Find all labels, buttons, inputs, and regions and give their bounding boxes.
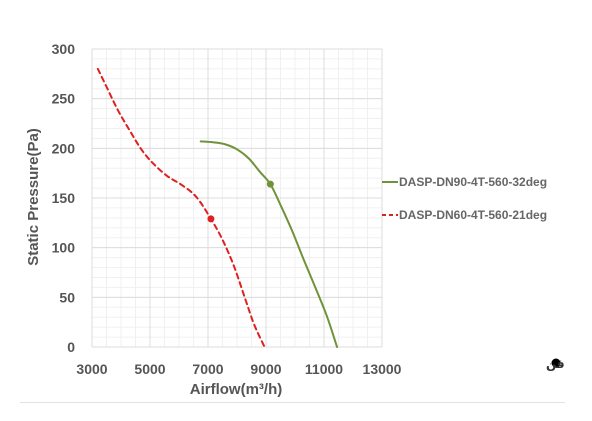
x-axis-title: Airflow(m³/h) [190, 381, 282, 398]
x-tick-label: 11000 [305, 361, 343, 377]
chart-frame: 3000 5000 7000 9000 11000 13000 0 50 100 150 200 25… [20, 10, 565, 403]
y-tick-label: 150 [52, 190, 76, 206]
y-tick-label: 50 [59, 289, 75, 305]
legend-item-series-2: DASP-DN60-4T-560-21deg [382, 208, 547, 222]
x-tick-label: 5000 [134, 361, 165, 377]
optimal-point-marker-1 [266, 180, 274, 188]
optimal-point-note-text: نقطه عملکرد بهینه فن [546, 357, 565, 371]
x-tick-label: 9000 [250, 361, 281, 377]
y-tick-label: 100 [52, 240, 76, 256]
legend-label-series-1: DASP-DN90-4T-560-32deg [399, 175, 547, 189]
y-tick-label: 200 [52, 140, 76, 156]
series-line-1 [199, 140, 339, 348]
y-tick-label: 300 [52, 41, 76, 57]
legend-label-series-2: DASP-DN60-4T-560-21deg [399, 208, 547, 222]
y-axis-title: Static Pressure(Pa) [25, 128, 42, 266]
note-marker-icon [551, 358, 561, 368]
series-layer [96, 67, 339, 348]
ticks-layer: 3000 5000 7000 9000 11000 13000 0 50 100 150 200 25… [52, 41, 402, 377]
series-line-2 [96, 67, 266, 348]
optimal-point-note: نقطه عملکرد بهینه فن [546, 357, 565, 371]
x-tick-label: 13000 [363, 361, 402, 377]
optimal-point-marker-2 [207, 215, 215, 223]
grid-major [91, 48, 383, 348]
y-tick-label: 250 [52, 91, 76, 107]
legend: DASP-DN90-4T-560-32deg DASP-DN60-4T-560-… [382, 175, 547, 222]
x-tick-label: 3000 [76, 361, 107, 377]
x-tick-label: 7000 [192, 361, 223, 377]
y-tick-label: 0 [67, 339, 75, 355]
legend-item-series-1: DASP-DN90-4T-560-32deg [382, 175, 547, 189]
chart-svg: 3000 5000 7000 9000 11000 13000 0 50 100 150 200 25… [25, 41, 565, 398]
